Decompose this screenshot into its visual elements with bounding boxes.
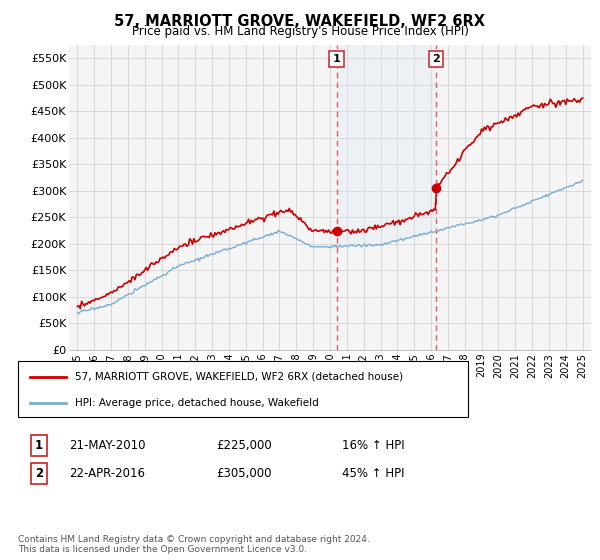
Text: £225,000: £225,000: [216, 438, 272, 452]
Text: 2: 2: [433, 54, 440, 64]
Text: 57, MARRIOTT GROVE, WAKEFIELD, WF2 6RX: 57, MARRIOTT GROVE, WAKEFIELD, WF2 6RX: [115, 14, 485, 29]
Text: 1: 1: [35, 438, 43, 452]
Text: 22-APR-2016: 22-APR-2016: [69, 466, 145, 480]
Text: £305,000: £305,000: [216, 466, 271, 480]
Text: Price paid vs. HM Land Registry's House Price Index (HPI): Price paid vs. HM Land Registry's House …: [131, 25, 469, 38]
Text: Contains HM Land Registry data © Crown copyright and database right 2024.
This d: Contains HM Land Registry data © Crown c…: [18, 535, 370, 554]
Text: 21-MAY-2010: 21-MAY-2010: [69, 438, 146, 452]
Text: 45% ↑ HPI: 45% ↑ HPI: [342, 466, 404, 480]
Text: 16% ↑ HPI: 16% ↑ HPI: [342, 438, 404, 452]
Text: 57, MARRIOTT GROVE, WAKEFIELD, WF2 6RX (detached house): 57, MARRIOTT GROVE, WAKEFIELD, WF2 6RX (…: [75, 372, 403, 382]
Text: 1: 1: [332, 54, 340, 64]
Text: HPI: Average price, detached house, Wakefield: HPI: Average price, detached house, Wake…: [75, 398, 319, 408]
Text: 2: 2: [35, 466, 43, 480]
